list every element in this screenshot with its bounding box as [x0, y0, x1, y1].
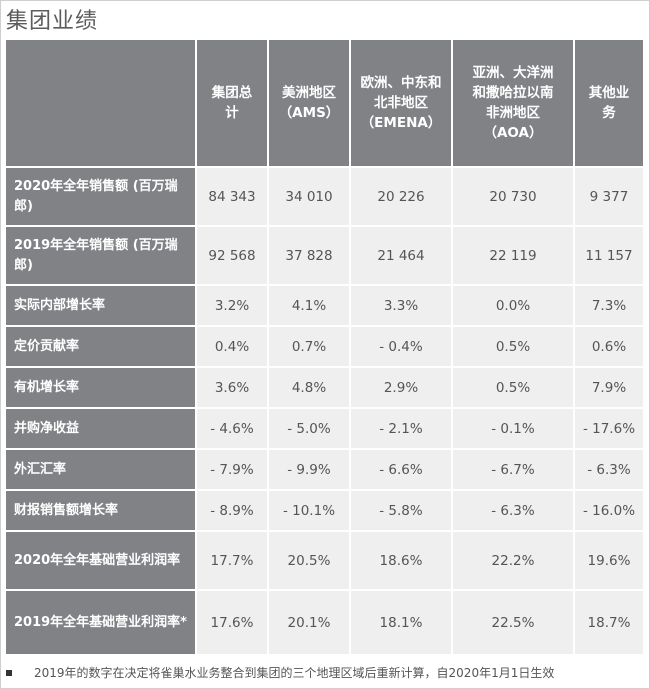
table-cell: - 6.3% — [574, 449, 645, 491]
table-row: 2020年全年基础营业利润率 17.7% 20.5% 18.6% 22.2% 1… — [6, 531, 645, 591]
table-cell: - 0.1% — [452, 408, 575, 450]
table-cell: 18.7% — [574, 590, 645, 656]
table-cell: 3.6% — [196, 367, 269, 409]
bullet-icon — [6, 669, 12, 676]
table-cell: 22.2% — [452, 531, 575, 591]
table-cell: 4.1% — [268, 285, 351, 327]
table-cell: 21 464 — [350, 226, 453, 286]
table-cell: 17.7% — [196, 531, 269, 591]
table-cell: - 6.7% — [452, 449, 575, 491]
row-label: 定价贡献率 — [6, 326, 197, 368]
table-row: 外汇汇率 - 7.9% - 9.9% - 6.6% - 6.7% - 6.3% — [6, 449, 645, 491]
table-cell: - 2.1% — [350, 408, 453, 450]
table-row: 财报销售额增长率 - 8.9% - 10.1% - 5.8% - 6.3% - … — [6, 490, 645, 532]
table-cell: - 16.0% — [574, 490, 645, 532]
header-cell-empty — [6, 40, 197, 168]
table-cell: 84 343 — [196, 167, 269, 227]
table-cell: - 5.0% — [268, 408, 351, 450]
header-cell-other-business: 其他业务 — [574, 40, 645, 168]
row-label: 财报销售额增长率 — [6, 490, 197, 532]
table-cell: - 17.6% — [574, 408, 645, 450]
table-cell: 22.5% — [452, 590, 575, 656]
table-cell: - 6.6% — [350, 449, 453, 491]
table-cell: 4.8% — [268, 367, 351, 409]
page-title: 集团业绩 — [6, 9, 99, 34]
header-label: 亚洲、大洋洲和撒哈拉以南非洲地区（AOA） — [472, 65, 554, 141]
table-row: 并购净收益 - 4.6% - 5.0% - 2.1% - 0.1% - 17.6… — [6, 408, 645, 450]
table-cell: - 8.9% — [196, 490, 269, 532]
table-cell: 3.2% — [196, 285, 269, 327]
header-cell-group-total: 集团总计 — [196, 40, 269, 168]
table-cell: - 9.9% — [268, 449, 351, 491]
row-label: 2020年全年基础营业利润率 — [6, 531, 197, 591]
table-cell: 0.4% — [196, 326, 269, 368]
table-row: 有机增长率 3.6% 4.8% 2.9% 0.5% 7.9% — [6, 367, 645, 409]
header-cell-ams: 美洲地区（AMS） — [268, 40, 351, 168]
header-label: 美洲地区（AMS） — [278, 85, 340, 121]
header-label: 集团总计 — [211, 85, 253, 121]
table-cell: - 10.1% — [268, 490, 351, 532]
footnote: 2019年的数字在决定将雀巢水业务整合到集团的三个地理区域后重新计算，自2020… — [6, 664, 644, 681]
table-cell: 18.1% — [350, 590, 453, 656]
table-row: 2019年全年基础营业利润率* 17.6% 20.1% 18.1% 22.5% … — [6, 590, 645, 656]
table-row: 2019年全年销售额 (百万瑞郎) 92 568 37 828 21 464 2… — [6, 226, 645, 286]
table-cell: 7.9% — [574, 367, 645, 409]
row-label: 2020年全年销售额 (百万瑞郎) — [6, 167, 197, 227]
table-cell: 19.6% — [574, 531, 645, 591]
row-label: 外汇汇率 — [6, 449, 197, 491]
table-row: 2020年全年销售额 (百万瑞郎) 84 343 34 010 20 226 2… — [6, 167, 645, 227]
table-cell: 0.0% — [452, 285, 575, 327]
footnote-text: 2019年的数字在决定将雀巢水业务整合到集团的三个地理区域后重新计算，自2020… — [34, 666, 555, 680]
table-cell: 17.6% — [196, 590, 269, 656]
table-cell: 37 828 — [268, 226, 351, 286]
results-table-container: 集团总计 美洲地区（AMS） 欧洲、中东和北非地区（EMENA） 亚洲、大洋洲和… — [6, 40, 645, 656]
table-cell: - 4.6% — [196, 408, 269, 450]
table-cell: 0.5% — [452, 326, 575, 368]
table-cell: 11 157 — [574, 226, 645, 286]
table-cell: 92 568 — [196, 226, 269, 286]
table-row: 实际内部增长率 3.2% 4.1% 3.3% 0.0% 7.3% — [6, 285, 645, 327]
table-cell: 22 119 — [452, 226, 575, 286]
header-label: 其他业务 — [588, 85, 630, 121]
row-label: 有机增长率 — [6, 367, 197, 409]
table-cell: 34 010 — [268, 167, 351, 227]
table-cell: 2.9% — [350, 367, 453, 409]
row-label: 2019年全年基础营业利润率* — [6, 590, 197, 656]
table-cell: 20 730 — [452, 167, 575, 227]
table-header-row: 集团总计 美洲地区（AMS） 欧洲、中东和北非地区（EMENA） 亚洲、大洋洲和… — [6, 40, 645, 168]
table-cell: - 7.9% — [196, 449, 269, 491]
table-cell: - 6.3% — [452, 490, 575, 532]
table-cell: 20.5% — [268, 531, 351, 591]
table-row: 定价贡献率 0.4% 0.7% - 0.4% 0.5% 0.6% — [6, 326, 645, 368]
table-cell: 0.7% — [268, 326, 351, 368]
row-label: 2019年全年销售额 (百万瑞郎) — [6, 226, 197, 286]
table-cell: 20.1% — [268, 590, 351, 656]
table-cell: 3.3% — [350, 285, 453, 327]
table-cell: - 5.8% — [350, 490, 453, 532]
table-cell: 0.6% — [574, 326, 645, 368]
header-label: 欧洲、中东和北非地区（EMENA） — [360, 75, 442, 131]
row-label: 实际内部增长率 — [6, 285, 197, 327]
results-table: 集团总计 美洲地区（AMS） 欧洲、中东和北非地区（EMENA） 亚洲、大洋洲和… — [6, 40, 645, 656]
header-cell-emena: 欧洲、中东和北非地区（EMENA） — [350, 40, 453, 168]
header-cell-aoa: 亚洲、大洋洲和撒哈拉以南非洲地区（AOA） — [452, 40, 575, 168]
table-cell: 18.6% — [350, 531, 453, 591]
table-cell: 7.3% — [574, 285, 645, 327]
table-cell: 9 377 — [574, 167, 645, 227]
table-cell: 20 226 — [350, 167, 453, 227]
row-label: 并购净收益 — [6, 408, 197, 450]
table-cell: 0.5% — [452, 367, 575, 409]
table-cell: - 0.4% — [350, 326, 453, 368]
